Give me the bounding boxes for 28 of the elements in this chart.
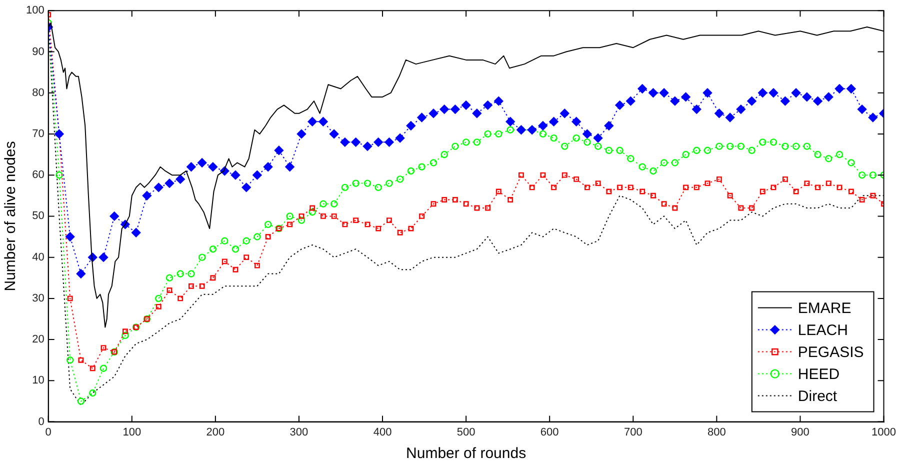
x-tick-label: 300 (290, 426, 308, 438)
y-tick-label: 50 (32, 210, 44, 222)
x-tick-label: 1000 (872, 426, 896, 438)
y-tick-label: 70 (32, 128, 44, 140)
y-tick-label: 90 (32, 46, 44, 58)
x-tick-label: 400 (373, 426, 392, 438)
x-tick-label: 900 (791, 426, 810, 438)
y-tick-label: 0 (38, 416, 44, 428)
x-tick-label: 800 (708, 426, 726, 438)
y-axis-title: Number of alive nodes (2, 141, 20, 292)
y-tick-label: 100 (26, 4, 44, 17)
x-tick-label: 200 (206, 426, 225, 438)
y-tick-label: 60 (32, 169, 44, 182)
legend-label: LEACH (798, 322, 848, 339)
y-tick-label: 10 (32, 374, 44, 387)
x-axis-title: Number of rounds (406, 445, 526, 462)
x-tick-label: 700 (624, 426, 642, 438)
legend-label: PEGASIS (798, 344, 864, 361)
x-tick-label: 100 (122, 426, 142, 438)
x-tick-label: 500 (456, 426, 476, 438)
y-tick-label: 40 (32, 251, 44, 264)
y-tick-label: 20 (32, 334, 44, 346)
legend-label: Direct (798, 388, 838, 405)
x-tick-label: 600 (540, 426, 559, 438)
y-tick-label: 30 (32, 292, 44, 304)
legend-label: EMARE (798, 300, 852, 317)
legend-label: HEED (798, 366, 840, 383)
y-tick-label: 80 (32, 86, 44, 99)
